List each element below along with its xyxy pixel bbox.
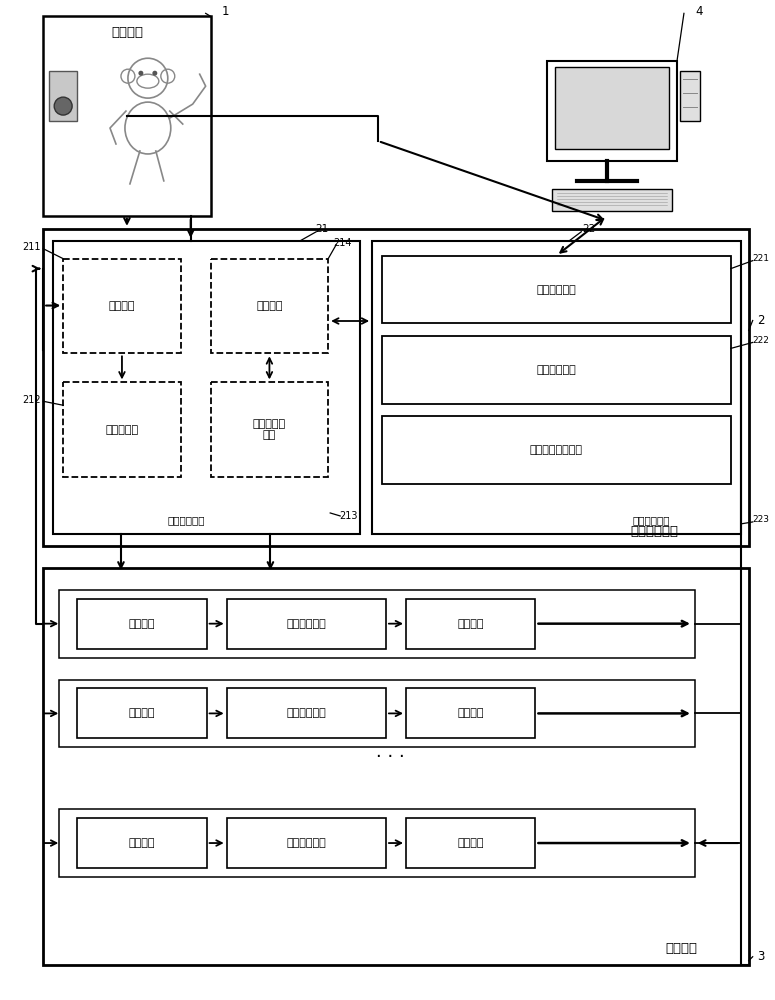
Bar bbox=[211, 259, 329, 353]
Bar bbox=[43, 16, 211, 216]
Bar bbox=[372, 241, 741, 534]
Bar bbox=[64, 259, 181, 353]
Text: 输出模块: 输出模块 bbox=[457, 619, 484, 629]
Bar bbox=[211, 382, 329, 477]
Text: 213: 213 bbox=[339, 511, 357, 521]
Text: 214: 214 bbox=[333, 238, 351, 248]
Text: 输入模块: 输入模块 bbox=[129, 838, 155, 848]
Bar bbox=[78, 688, 207, 738]
Text: 222: 222 bbox=[753, 336, 769, 345]
Bar bbox=[382, 256, 731, 323]
Text: 数据处理模块: 数据处理模块 bbox=[168, 515, 205, 525]
Bar bbox=[406, 818, 536, 868]
Bar bbox=[43, 568, 749, 965]
Text: 21: 21 bbox=[315, 224, 329, 234]
Text: 算法处理模块: 算法处理模块 bbox=[287, 619, 326, 629]
Text: 22: 22 bbox=[583, 224, 596, 234]
Text: 处理模块: 处理模块 bbox=[665, 942, 697, 955]
Text: 接口管理模块: 接口管理模块 bbox=[536, 285, 577, 295]
Text: 221: 221 bbox=[753, 254, 769, 263]
Text: 算法处理模块: 算法处理模块 bbox=[287, 708, 326, 718]
Bar bbox=[43, 229, 749, 546]
Bar bbox=[553, 189, 672, 211]
Text: 2: 2 bbox=[757, 314, 764, 327]
Bar bbox=[59, 809, 695, 877]
Bar bbox=[78, 599, 207, 649]
Circle shape bbox=[139, 71, 143, 76]
Text: 211: 211 bbox=[22, 242, 40, 252]
Bar bbox=[382, 336, 731, 404]
Text: 设备配置管理模块: 设备配置管理模块 bbox=[530, 445, 583, 455]
Text: 自适应处理
模块: 自适应处理 模块 bbox=[253, 419, 286, 440]
Bar bbox=[406, 599, 536, 649]
Text: 4: 4 bbox=[695, 5, 703, 18]
Bar bbox=[226, 688, 386, 738]
Bar bbox=[226, 818, 386, 868]
Circle shape bbox=[54, 97, 72, 115]
Bar bbox=[680, 71, 700, 121]
Text: 212: 212 bbox=[22, 395, 40, 405]
Text: 频道管理模块: 频道管理模块 bbox=[536, 365, 577, 375]
Bar bbox=[382, 416, 731, 484]
Bar bbox=[226, 599, 386, 649]
Bar bbox=[78, 818, 207, 868]
Text: 输入模块: 输入模块 bbox=[129, 619, 155, 629]
Text: 预处理模块: 预处理模块 bbox=[105, 425, 139, 435]
Text: 控制管理模块: 控制管理模块 bbox=[632, 515, 670, 525]
Bar bbox=[53, 241, 360, 534]
Text: 223: 223 bbox=[753, 515, 769, 524]
Text: 输出模块: 输出模块 bbox=[457, 838, 484, 848]
Bar bbox=[406, 688, 536, 738]
Bar bbox=[59, 590, 695, 658]
Text: 算法处理模块: 算法处理模块 bbox=[287, 838, 326, 848]
Bar bbox=[64, 382, 181, 477]
Bar bbox=[59, 680, 695, 747]
Bar bbox=[556, 67, 669, 149]
Text: 控制处理模块: 控制处理模块 bbox=[630, 525, 678, 538]
Text: 采集模块: 采集模块 bbox=[111, 26, 143, 39]
Text: 3: 3 bbox=[757, 950, 764, 963]
Text: 输入模块: 输入模块 bbox=[129, 708, 155, 718]
Text: 输出模块: 输出模块 bbox=[257, 301, 283, 311]
Bar bbox=[50, 71, 78, 121]
Text: 1: 1 bbox=[222, 5, 229, 18]
Circle shape bbox=[153, 71, 157, 76]
Text: 输出模块: 输出模块 bbox=[457, 708, 484, 718]
Text: · · ·: · · · bbox=[376, 748, 405, 766]
Bar bbox=[547, 61, 677, 161]
Text: 输入模块: 输入模块 bbox=[109, 301, 135, 311]
